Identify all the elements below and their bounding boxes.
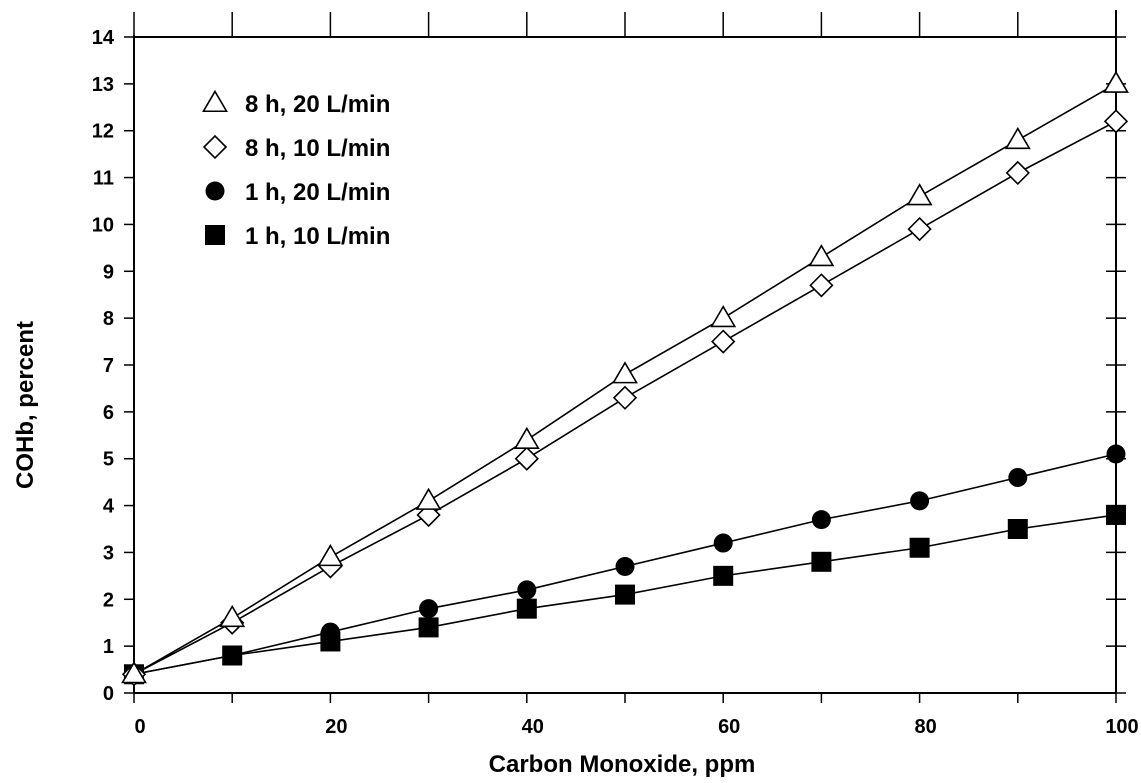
legend: 8 h, 20 L/min 8 h, 10 L/min 1 h, 20 L/min 1…: [202, 89, 390, 250]
x-tick-label: 80: [914, 716, 936, 738]
legend-label: 8 h, 10 L/min: [245, 135, 390, 162]
data-point: [907, 216, 932, 242]
y-tick-label: 1: [103, 636, 114, 658]
data-point: [612, 361, 638, 384]
data-point: [317, 543, 344, 567]
legend-marker: [205, 181, 225, 201]
data-point: [514, 446, 539, 471]
data-point: [415, 487, 442, 510]
legend-label: 8 h, 20 L/min: [245, 91, 390, 118]
data-point: [1106, 444, 1126, 464]
y-tick-label: 9: [103, 261, 114, 283]
data-point: [513, 426, 540, 450]
data-point: [909, 537, 930, 558]
x-axis-label: Carbon Monoxide, ppm: [489, 751, 756, 778]
y-axis-label: COHb, percent: [12, 321, 39, 489]
legend-label: 1 h, 10 L/min: [245, 223, 390, 250]
data-point: [1005, 160, 1030, 186]
data-point: [121, 661, 147, 684]
data-point: [1103, 109, 1129, 134]
data-point: [615, 584, 635, 605]
legend-label: 1 h, 20 L/min: [245, 179, 390, 206]
x-tick-label: 0: [134, 716, 145, 738]
data-point: [517, 580, 537, 600]
data-point: [219, 604, 246, 628]
data-point: [1007, 519, 1028, 539]
data-point: [419, 599, 439, 619]
data-point: [418, 617, 439, 638]
data-point: [811, 551, 832, 572]
data-point: [711, 329, 736, 354]
y-tick-label: 4: [103, 496, 115, 518]
data-point: [1008, 467, 1028, 487]
data-point: [906, 183, 933, 206]
data-point: [809, 273, 834, 298]
legend-marker: [202, 134, 228, 160]
y-tick-label: 13: [92, 74, 114, 96]
data-point: [808, 244, 835, 267]
x-tick-label: 60: [718, 716, 740, 738]
data-point: [811, 510, 831, 530]
data-point: [516, 598, 537, 619]
y-tick-label: 8: [103, 308, 114, 330]
data-point: [710, 305, 737, 328]
x-tick-label: 40: [522, 716, 544, 738]
data-point: [1004, 126, 1031, 150]
y-tick-label: 3: [103, 542, 114, 564]
y-tick-label: 0: [103, 683, 114, 705]
y-tick-label: 6: [103, 402, 114, 424]
x-tick-label: 20: [325, 716, 347, 738]
data-point: [222, 646, 242, 666]
y-tick-label: 14: [92, 27, 115, 49]
data-markers: [121, 70, 1129, 687]
y-tick-label: 10: [92, 214, 114, 236]
data-point: [713, 533, 733, 553]
data-point: [612, 385, 638, 410]
y-tick-label: 12: [92, 121, 114, 143]
y-tick-label: 11: [93, 168, 114, 190]
data-point: [320, 622, 340, 642]
y-tick-label: 2: [103, 589, 114, 611]
data-point: [713, 565, 734, 586]
data-point: [910, 491, 930, 511]
data-point: [1106, 504, 1126, 525]
legend-marker: [205, 225, 225, 245]
y-tick-label: 5: [103, 449, 114, 471]
legend-marker: [202, 89, 228, 113]
data-point: [615, 556, 635, 576]
y-tick-label: 7: [103, 355, 114, 377]
x-tick-label: 100: [1105, 716, 1138, 738]
data-point: [1103, 70, 1129, 93]
